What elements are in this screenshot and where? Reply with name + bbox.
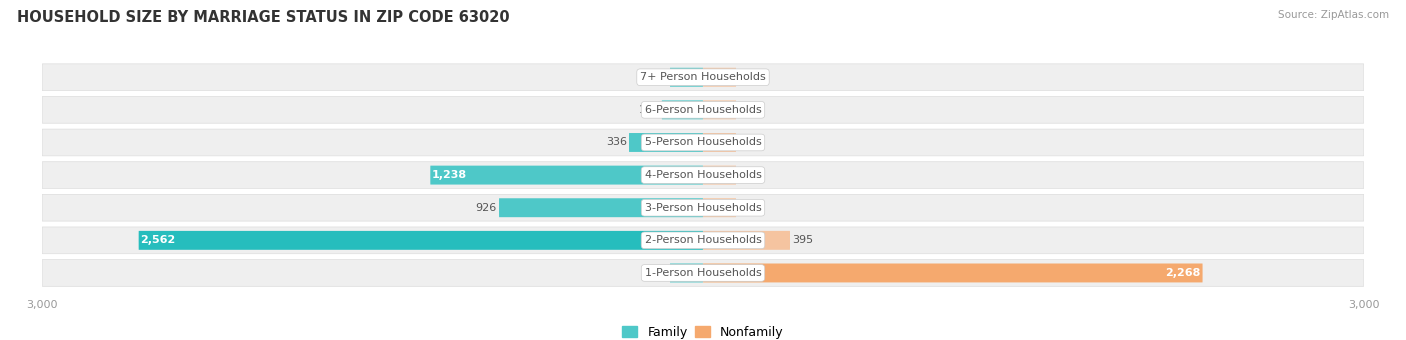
Text: 2,268: 2,268 [1166,268,1201,278]
Text: 7+ Person Households: 7+ Person Households [640,72,766,82]
FancyBboxPatch shape [430,166,703,185]
Text: 1-Person Households: 1-Person Households [644,268,762,278]
Text: 926: 926 [475,203,496,213]
Text: 34: 34 [738,203,752,213]
FancyBboxPatch shape [703,231,790,250]
Text: 3-Person Households: 3-Person Households [644,203,762,213]
Text: Source: ZipAtlas.com: Source: ZipAtlas.com [1278,10,1389,20]
FancyBboxPatch shape [703,133,737,152]
FancyBboxPatch shape [703,68,737,87]
Text: 48: 48 [738,137,752,148]
Text: 6-Person Households: 6-Person Households [644,105,762,115]
Text: 395: 395 [792,235,813,245]
Text: 4-Person Households: 4-Person Households [644,170,762,180]
FancyBboxPatch shape [42,162,1364,188]
FancyBboxPatch shape [42,129,1364,156]
FancyBboxPatch shape [669,264,703,283]
Text: 187: 187 [638,105,659,115]
FancyBboxPatch shape [139,231,703,250]
FancyBboxPatch shape [703,166,737,185]
Text: 336: 336 [606,137,627,148]
FancyBboxPatch shape [42,227,1364,254]
FancyBboxPatch shape [669,68,703,87]
FancyBboxPatch shape [42,260,1364,286]
FancyBboxPatch shape [42,194,1364,221]
Text: 2,562: 2,562 [141,235,176,245]
Text: 55: 55 [654,72,668,82]
FancyBboxPatch shape [703,100,737,119]
Text: 0: 0 [738,170,745,180]
FancyBboxPatch shape [628,133,703,152]
Text: 0: 0 [738,105,745,115]
Text: 1,238: 1,238 [432,170,467,180]
FancyBboxPatch shape [703,264,1202,283]
Text: 5-Person Households: 5-Person Households [644,137,762,148]
Text: 0: 0 [738,72,745,82]
Text: 2-Person Households: 2-Person Households [644,235,762,245]
FancyBboxPatch shape [662,100,703,119]
Text: HOUSEHOLD SIZE BY MARRIAGE STATUS IN ZIP CODE 63020: HOUSEHOLD SIZE BY MARRIAGE STATUS IN ZIP… [17,10,509,25]
Legend: Family, Nonfamily: Family, Nonfamily [619,322,787,340]
FancyBboxPatch shape [42,64,1364,91]
FancyBboxPatch shape [703,198,737,217]
FancyBboxPatch shape [499,198,703,217]
FancyBboxPatch shape [42,97,1364,123]
